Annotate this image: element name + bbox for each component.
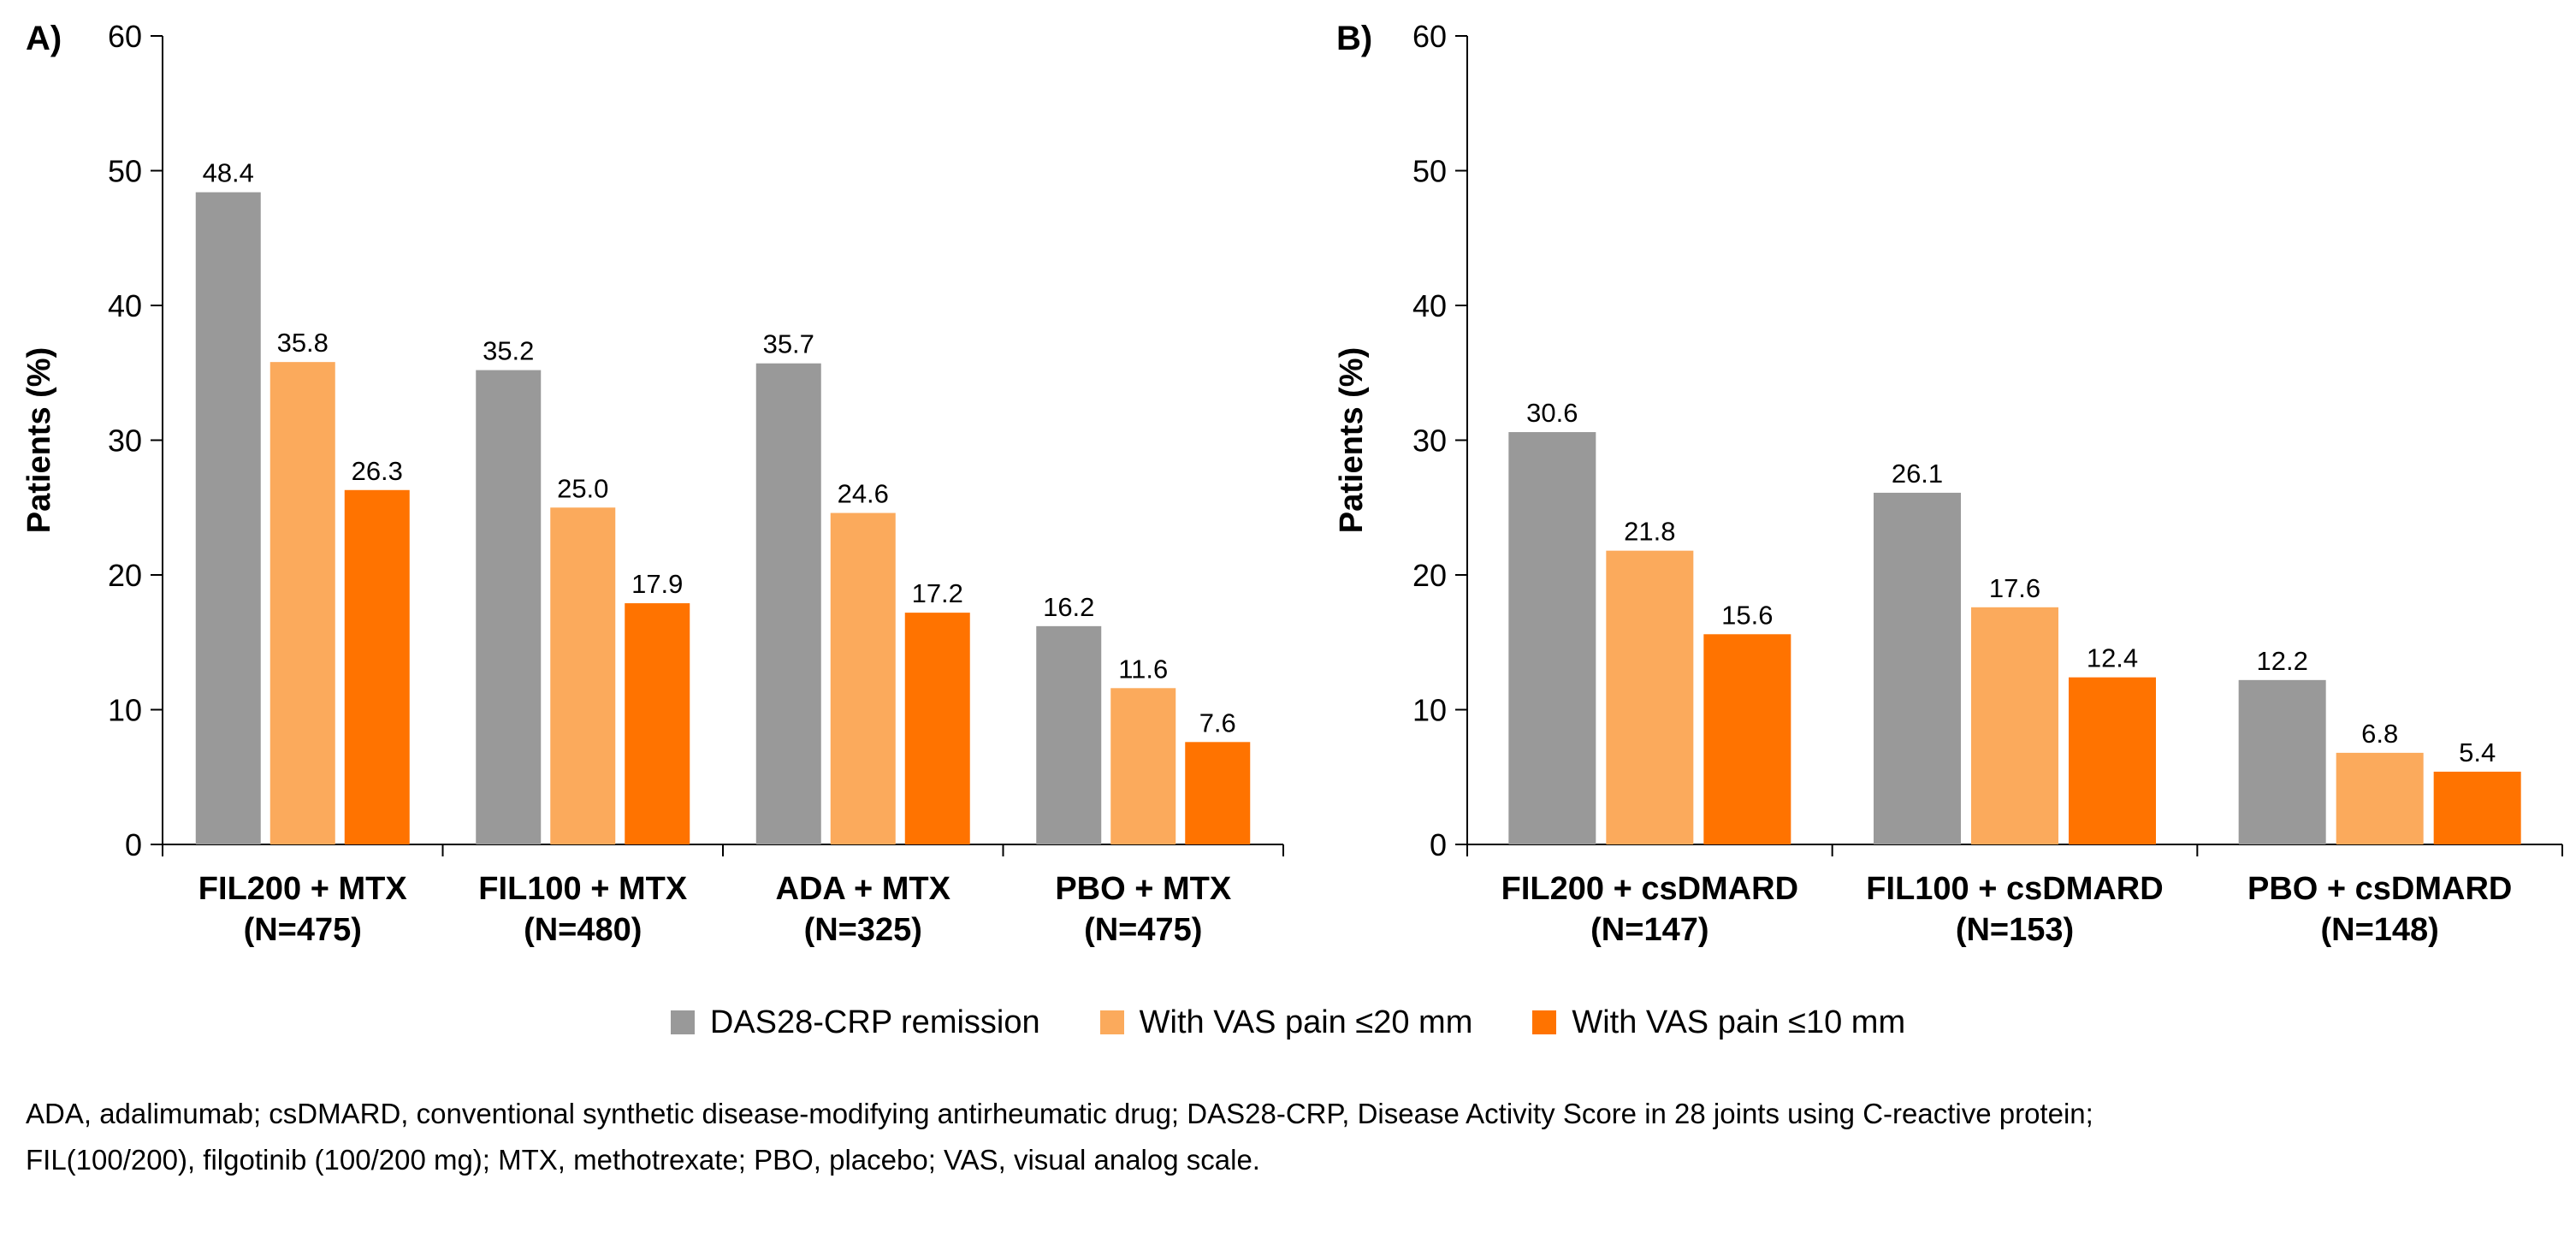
- x-category-label: ADA + MTX: [776, 871, 951, 907]
- y-tick-label: 30: [1412, 424, 1447, 459]
- x-category-n-label: (N=148): [2320, 912, 2438, 948]
- panel-label: B): [1336, 20, 1372, 57]
- bar-das28: [476, 370, 542, 845]
- panel-a-chart: A) Patients (%) 0 10 20 30 40 50 60 FIL200 + MTX (…: [21, 19, 1284, 948]
- bar-value-label: 25.0: [557, 473, 608, 503]
- legend-item-vas10: With VAS pain ≤10 mm: [1532, 1004, 1905, 1041]
- bar-value-label: 35.7: [763, 329, 814, 359]
- bar-vas20: [1606, 550, 1694, 844]
- bar-vas10: [625, 603, 690, 844]
- y-axis-label: Patients (%): [21, 347, 57, 533]
- bar-vas20: [1971, 607, 2058, 844]
- bar-das28: [1508, 432, 1596, 844]
- legend-swatch-vas10: [1532, 1010, 1557, 1034]
- bar-value-label: 17.6: [1989, 573, 2040, 603]
- y-axis-label: Patients (%): [1334, 347, 1370, 533]
- bar-value-label: 26.3: [352, 456, 403, 486]
- bar-das28: [1036, 625, 1102, 844]
- bar-vas20: [550, 507, 616, 844]
- bar-das28: [195, 192, 261, 844]
- panel-b-chart: B) Patients (%) 0 10 20 30 40 50 60 FIL200 + csDM…: [1334, 19, 2563, 948]
- bar-value-label: 12.2: [2256, 646, 2307, 676]
- bar-value-label: 17.2: [912, 578, 963, 608]
- bar-das28: [2238, 679, 2326, 844]
- x-category-n-label: (N=147): [1590, 912, 1708, 948]
- bar-value-label: 5.4: [2459, 737, 2496, 767]
- bar-vas10: [344, 489, 410, 844]
- bar-value-label: 48.4: [203, 158, 254, 188]
- footnote: ADA, adalimumab; csDMARD, conventional s…: [26, 1091, 2507, 1183]
- x-category-label: FIL100 + MTX: [478, 871, 688, 907]
- x-category-n-label: (N=480): [524, 912, 642, 948]
- bar-das28: [755, 363, 821, 845]
- y-tick-label: 20: [1412, 558, 1447, 593]
- bar-value-label: 21.8: [1624, 517, 1675, 547]
- legend-swatch-vas20: [1099, 1010, 1124, 1034]
- y-tick-label: 50: [1412, 154, 1447, 189]
- y-tick-label: 0: [1430, 827, 1447, 862]
- y-tick-label: 60: [1412, 19, 1447, 54]
- legend-swatch-das28: [670, 1010, 695, 1034]
- y-tick-label: 60: [108, 19, 142, 54]
- legend-item-das28: DAS28-CRP remission: [670, 1004, 1040, 1041]
- bar-value-label: 35.8: [277, 328, 329, 358]
- bar-value-label: 6.8: [2361, 719, 2398, 749]
- chart-legend: DAS28-CRP remission With VAS pain ≤20 mm…: [0, 992, 2576, 1052]
- x-category-label: PBO + MTX: [1055, 871, 1232, 907]
- y-tick-label: 0: [125, 827, 142, 862]
- bar-vas10: [2433, 771, 2521, 844]
- x-category-n-label: (N=153): [1956, 912, 2074, 948]
- bar-value-label: 12.4: [2087, 643, 2138, 673]
- y-tick-label: 10: [108, 693, 142, 728]
- x-category-label: PBO + csDMARD: [2247, 871, 2512, 907]
- y-tick-label: 20: [108, 558, 142, 593]
- bar-value-label: 26.1: [1892, 459, 1943, 489]
- y-tick-label: 40: [1412, 288, 1447, 323]
- x-category-label: FIL100 + csDMARD: [1866, 871, 2163, 907]
- bar-value-label: 16.2: [1043, 592, 1094, 622]
- bar-das28: [1874, 492, 1961, 844]
- bar-value-label: 11.6: [1118, 654, 1168, 684]
- legend-label-vas20: With VAS pain ≤20 mm: [1139, 1004, 1473, 1040]
- legend-item-vas20: With VAS pain ≤20 mm: [1099, 1004, 1473, 1041]
- x-category-n-label: (N=475): [244, 912, 362, 948]
- footnote-line-2: FIL(100/200), filgotinib (100/200 mg); M…: [26, 1144, 1260, 1176]
- x-category-n-label: (N=475): [1084, 912, 1202, 948]
- legend-label-vas10: With VAS pain ≤10 mm: [1572, 1004, 1906, 1040]
- x-category-label: FIL200 + MTX: [198, 871, 408, 907]
- x-category-label: FIL200 + csDMARD: [1501, 871, 1798, 907]
- bar-value-label: 15.6: [1721, 600, 1773, 630]
- y-tick-label: 30: [108, 424, 142, 459]
- y-tick-label: 10: [1412, 693, 1447, 728]
- x-category-n-label: (N=325): [804, 912, 922, 948]
- bar-value-label: 35.2: [483, 336, 534, 366]
- bar-vas20: [830, 512, 896, 844]
- y-tick-label: 40: [108, 288, 142, 323]
- bar-vas10: [2069, 677, 2156, 844]
- bar-vas20: [269, 362, 335, 844]
- bar-value-label: 24.6: [838, 479, 889, 509]
- bar-value-label: 7.6: [1199, 708, 1236, 737]
- footnote-line-1: ADA, adalimumab; csDMARD, conventional s…: [26, 1098, 2093, 1129]
- y-tick-label: 50: [108, 154, 142, 189]
- bar-vas10: [904, 613, 970, 844]
- legend-label-das28: DAS28-CRP remission: [709, 1004, 1040, 1040]
- bar-vas20: [2336, 752, 2424, 844]
- bar-value-label: 30.6: [1526, 398, 1578, 428]
- bar-value-label: 17.9: [631, 569, 683, 599]
- bar-vas10: [1185, 742, 1251, 844]
- bar-vas20: [1110, 688, 1176, 844]
- bar-vas10: [1703, 634, 1791, 844]
- panel-label: A): [26, 20, 62, 57]
